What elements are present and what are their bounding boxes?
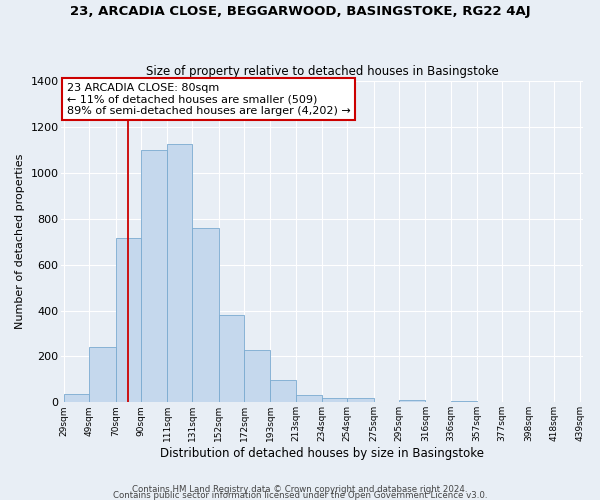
Bar bbox=[244, 350, 271, 403]
Bar bbox=[347, 398, 374, 402]
Text: 23 ARCADIA CLOSE: 80sqm
← 11% of detached houses are smaller (509)
89% of semi-d: 23 ARCADIA CLOSE: 80sqm ← 11% of detache… bbox=[67, 82, 350, 116]
Bar bbox=[89, 347, 116, 403]
Bar bbox=[399, 400, 425, 402]
Bar bbox=[193, 228, 219, 402]
Bar bbox=[296, 396, 322, 402]
Bar bbox=[64, 394, 89, 402]
Title: Size of property relative to detached houses in Basingstoke: Size of property relative to detached ho… bbox=[146, 66, 499, 78]
Text: Contains public sector information licensed under the Open Government Licence v3: Contains public sector information licen… bbox=[113, 490, 487, 500]
Bar bbox=[322, 398, 347, 402]
Text: 23, ARCADIA CLOSE, BEGGARWOOD, BASINGSTOKE, RG22 4AJ: 23, ARCADIA CLOSE, BEGGARWOOD, BASINGSTO… bbox=[70, 5, 530, 18]
Bar bbox=[219, 315, 244, 402]
Bar bbox=[141, 150, 167, 403]
Bar bbox=[451, 401, 477, 402]
Bar bbox=[116, 238, 141, 402]
Text: Contains HM Land Registry data © Crown copyright and database right 2024.: Contains HM Land Registry data © Crown c… bbox=[132, 484, 468, 494]
Y-axis label: Number of detached properties: Number of detached properties bbox=[15, 154, 25, 330]
Bar bbox=[271, 380, 296, 402]
X-axis label: Distribution of detached houses by size in Basingstoke: Distribution of detached houses by size … bbox=[160, 447, 484, 460]
Bar bbox=[167, 144, 193, 403]
